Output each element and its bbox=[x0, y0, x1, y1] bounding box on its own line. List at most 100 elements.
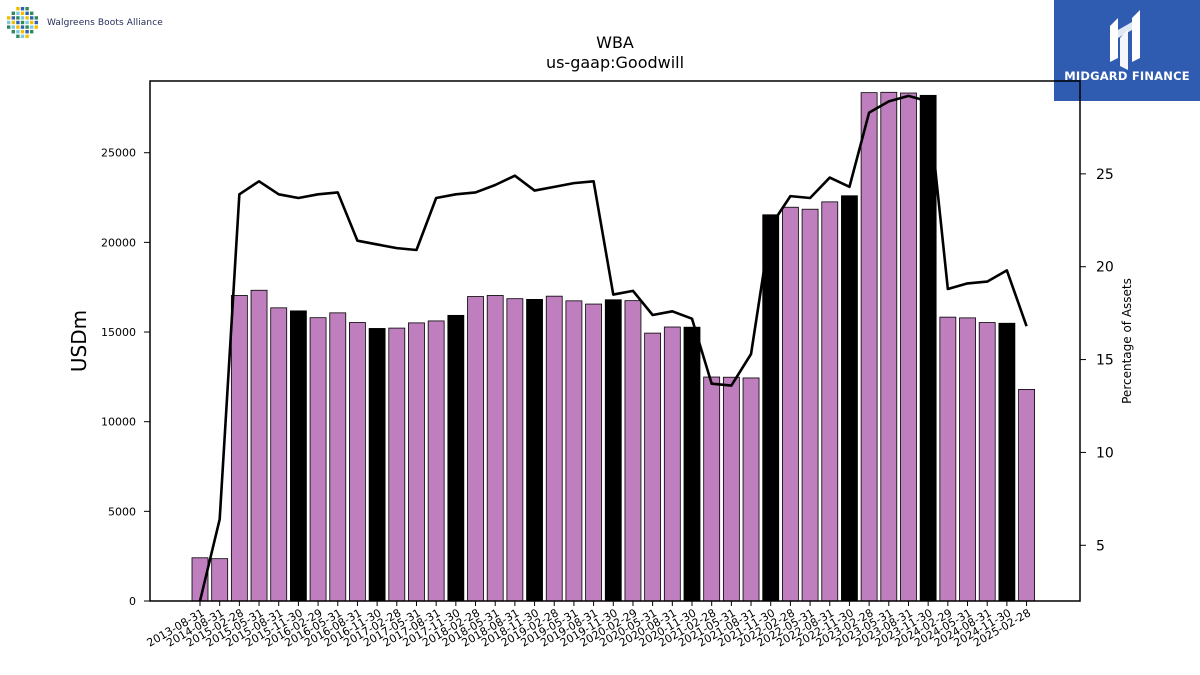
bar-2022-05-31 bbox=[801, 208, 819, 602]
y2-tick-label: 25 bbox=[1096, 167, 1114, 183]
bar-2024-02-29 bbox=[939, 316, 957, 602]
logo-dot bbox=[20, 7, 25, 11]
bar-2019-11-30 bbox=[604, 299, 622, 602]
logo-dot bbox=[25, 16, 29, 20]
y2-tick-label: 15 bbox=[1096, 353, 1114, 369]
logo-dot bbox=[20, 11, 25, 15]
y-axis-right: 5 10 15 20 25 bbox=[1080, 167, 1114, 554]
logo-dot bbox=[7, 25, 11, 29]
bar-2019-02-28 bbox=[545, 295, 563, 602]
y2-axis-label: Percentage of Assets bbox=[1120, 278, 1134, 404]
bar-2016-02-29 bbox=[309, 317, 327, 602]
y-tick-label: 25000 bbox=[101, 147, 136, 160]
bar-2021-05-31 bbox=[722, 376, 740, 602]
chart-title: WBA bbox=[596, 33, 634, 52]
bar-2020-02-29 bbox=[624, 300, 642, 602]
logo-dot bbox=[25, 34, 29, 38]
percentage-of-assets-line bbox=[198, 94, 1028, 602]
logo-dot bbox=[34, 20, 38, 25]
bar-2018-11-30 bbox=[526, 298, 543, 602]
bar-2023-02-28 bbox=[860, 92, 878, 602]
midgard-finance-logo: MIDGARD FINANCE bbox=[1054, 0, 1200, 101]
midgard-finance-logo-icon bbox=[1110, 10, 1140, 70]
logo-dot bbox=[16, 7, 20, 11]
logo-dot bbox=[16, 30, 20, 34]
bar-2017-11-30 bbox=[447, 314, 465, 602]
logo-dot bbox=[25, 25, 29, 29]
bar-2019-05-31 bbox=[565, 300, 583, 602]
bar-2017-05-31 bbox=[408, 322, 425, 602]
y-axis-left: 0 5000 10000 15000 20000 25000 bbox=[101, 147, 150, 608]
logo-dot bbox=[30, 30, 34, 34]
logo-dot bbox=[20, 30, 25, 34]
bar-2023-05-31 bbox=[880, 91, 898, 602]
bar-2016-08-31 bbox=[349, 322, 366, 602]
logo-dot bbox=[25, 11, 29, 15]
logo-dot bbox=[30, 16, 34, 20]
bar-2024-11-30 bbox=[998, 322, 1016, 602]
logo-dot bbox=[30, 11, 34, 15]
bar-2015-02-28 bbox=[230, 295, 248, 602]
bar-2021-08-31 bbox=[742, 377, 760, 602]
logo-dot bbox=[25, 30, 29, 34]
bar-2018-05-31 bbox=[486, 295, 504, 602]
logo-dot bbox=[30, 20, 34, 25]
logo-dot bbox=[20, 34, 25, 38]
bar-2015-11-30 bbox=[289, 310, 307, 602]
bar-2024-05-31 bbox=[959, 317, 976, 602]
bar-2022-08-31 bbox=[821, 201, 839, 602]
bar-2025-02-28 bbox=[1018, 389, 1035, 602]
walgreens-logo-text: Walgreens Boots Alliance bbox=[47, 18, 163, 28]
bar-2016-11-30 bbox=[368, 328, 386, 602]
logo-dot bbox=[16, 16, 20, 20]
bar-2020-08-31 bbox=[663, 326, 681, 602]
logo-dot bbox=[16, 20, 20, 25]
y-tick-label: 10000 bbox=[101, 416, 136, 429]
y-tick-label: 0 bbox=[129, 595, 136, 608]
logo-dot bbox=[25, 7, 29, 11]
logo-dot bbox=[34, 16, 38, 20]
bar-2018-08-31 bbox=[506, 298, 524, 602]
logo-dot bbox=[7, 20, 11, 25]
logo-dot bbox=[11, 11, 15, 15]
y-tick-label: 5000 bbox=[108, 505, 136, 518]
bar-2020-11-30 bbox=[683, 326, 701, 602]
plot-frame bbox=[149, 80, 1081, 602]
logo-dot bbox=[25, 20, 29, 25]
logo-dot bbox=[11, 30, 15, 34]
logo-dot bbox=[20, 20, 25, 25]
bar-2019-08-31 bbox=[585, 303, 602, 602]
walgreens-logo: Walgreens Boots Alliance bbox=[4, 4, 163, 42]
logo-dot bbox=[11, 20, 15, 25]
bar-2020-05-31 bbox=[644, 332, 662, 602]
bar-2017-02-28 bbox=[388, 327, 406, 602]
y2-tick-label: 5 bbox=[1096, 538, 1105, 554]
logo-dot bbox=[34, 25, 38, 29]
bar-2018-02-28 bbox=[467, 296, 484, 602]
logo-dot bbox=[16, 11, 20, 15]
logo-dot bbox=[11, 25, 15, 29]
bar-2016-05-31 bbox=[329, 312, 347, 602]
bar-2024-08-31 bbox=[978, 322, 996, 602]
line-layer bbox=[198, 94, 1028, 602]
y2-tick-label: 20 bbox=[1096, 260, 1114, 276]
logo-dot bbox=[7, 16, 11, 20]
bar-2017-08-31 bbox=[427, 320, 445, 602]
bar-2015-08-31 bbox=[270, 307, 288, 602]
bar-2022-11-30 bbox=[841, 195, 858, 602]
bar-2023-11-30 bbox=[919, 94, 937, 602]
logo-dot bbox=[16, 25, 20, 29]
logo-dot bbox=[20, 16, 25, 20]
logo-dot bbox=[16, 34, 20, 38]
bar-2023-08-31 bbox=[900, 92, 917, 602]
bar-2021-11-30 bbox=[762, 214, 780, 602]
bars-layer bbox=[191, 91, 1035, 602]
y2-tick-label: 10 bbox=[1096, 445, 1114, 461]
y-axis-label: USDm bbox=[67, 310, 91, 372]
logo-dot bbox=[20, 25, 25, 29]
walgreens-logo-icon bbox=[7, 7, 38, 38]
bar-2014-08-31 bbox=[211, 558, 229, 602]
logo-dot bbox=[30, 25, 34, 29]
chart-subtitle: us-gaap:Goodwill bbox=[546, 53, 684, 72]
y-tick-label: 15000 bbox=[101, 326, 136, 339]
